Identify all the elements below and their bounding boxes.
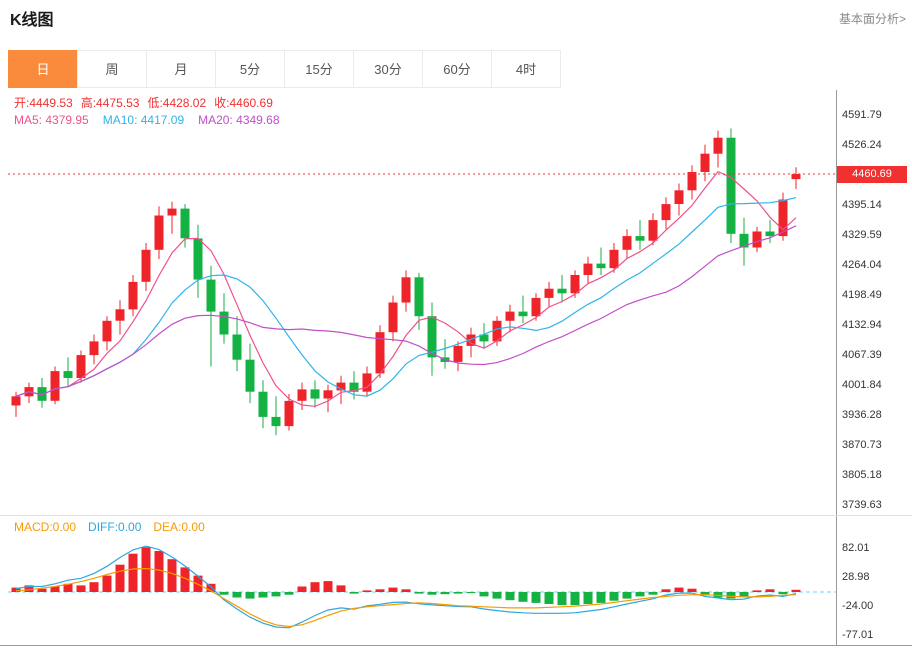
macd-value: MACD:0.00 [14, 520, 77, 534]
svg-text:-77.01: -77.01 [842, 629, 873, 641]
tab-5min[interactable]: 5分 [215, 50, 285, 88]
ma-info: MA5: 4379.95 MA10: 4417.09 MA20: 4349.68 [14, 113, 294, 127]
tab-30min[interactable]: 30分 [353, 50, 423, 88]
ohlc-info: 开:4449.53 高:4475.53 低:4428.02 收:4460.69 [14, 94, 281, 111]
svg-text:4132.94: 4132.94 [842, 319, 882, 331]
macd-info: MACD:0.00 DIFF:0.00 DEA:0.00 [14, 520, 217, 534]
low-value: 低:4428.02 [147, 96, 207, 110]
svg-text:4329.59: 4329.59 [842, 229, 882, 241]
tab-day[interactable]: 日 [8, 50, 78, 88]
period-tabs: 日 周 月 5分 15分 30分 60分 4时 [8, 50, 561, 88]
open-value: 开:4449.53 [14, 96, 73, 110]
svg-text:4198.49: 4198.49 [842, 289, 882, 301]
ma10-value: MA10: 4417.09 [102, 113, 185, 127]
svg-text:3739.63: 3739.63 [842, 499, 882, 511]
ma5-value: MA5: 4379.95 [14, 113, 89, 127]
macd-chart[interactable]: 82.01 28.98 -24.00 -77.01 [0, 516, 912, 648]
high-value: 高:4475.53 [80, 96, 140, 110]
svg-text:4526.24: 4526.24 [842, 139, 882, 151]
tab-week[interactable]: 周 [77, 50, 147, 88]
svg-text:-24.00: -24.00 [842, 600, 873, 612]
page-title: K线图 [10, 12, 54, 29]
candlestick-chart[interactable]: 4591.79 4526.24 4460.69 4395.14 4329.59 4264.… [0, 90, 912, 516]
svg-text:28.98: 28.98 [842, 571, 870, 583]
fundamental-analysis-link[interactable]: 基本面分析> [838, 12, 906, 26]
tab-15min[interactable]: 15分 [284, 50, 354, 88]
current-price-tag: 4460.69 [837, 166, 907, 183]
svg-text:3805.18: 3805.18 [842, 469, 882, 481]
svg-text:4264.04: 4264.04 [842, 259, 882, 271]
tab-month[interactable]: 月 [146, 50, 216, 88]
diff-value: DIFF:0.00 [88, 520, 142, 534]
svg-text:4591.79: 4591.79 [842, 109, 882, 121]
svg-text:4001.84: 4001.84 [842, 379, 882, 391]
dea-value: DEA:0.00 [153, 520, 205, 534]
svg-text:3870.73: 3870.73 [842, 439, 882, 451]
svg-text:4067.39: 4067.39 [842, 349, 882, 361]
svg-text:4395.14: 4395.14 [842, 199, 882, 211]
tab-60min[interactable]: 60分 [422, 50, 492, 88]
close-value: 收:4460.69 [214, 96, 273, 110]
svg-text:3936.28: 3936.28 [842, 409, 882, 421]
ma20-value: MA20: 4349.68 [198, 113, 280, 127]
svg-text:82.01: 82.01 [842, 542, 870, 554]
tab-4hour[interactable]: 4时 [491, 50, 561, 88]
